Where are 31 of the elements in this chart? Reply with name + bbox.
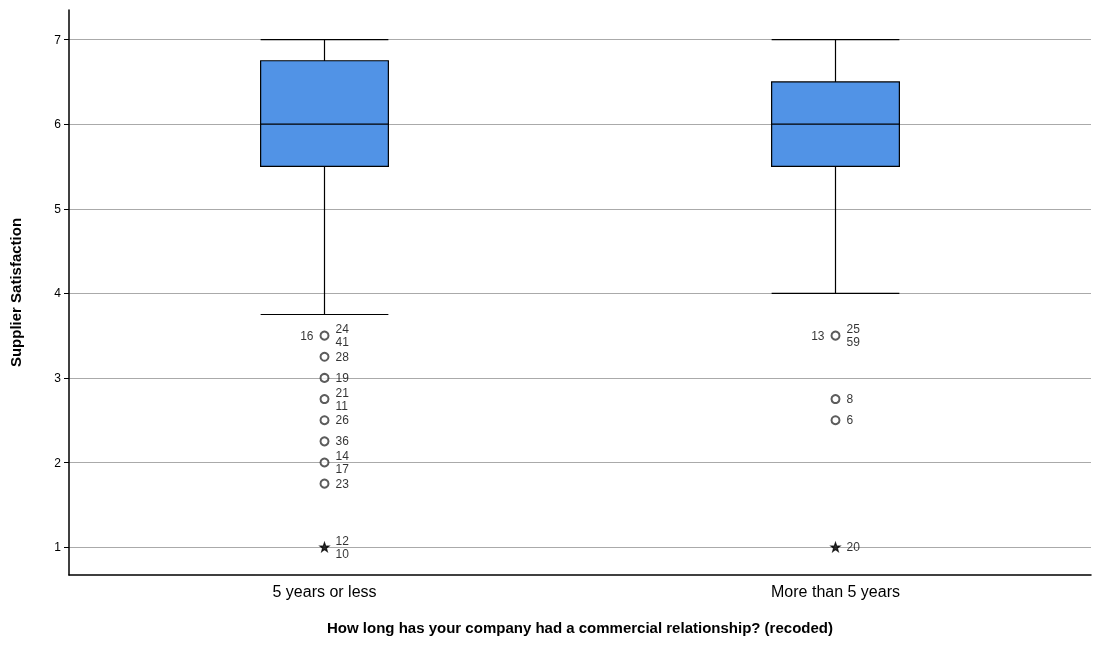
annotation: 41 — [335, 335, 350, 350]
y-tick-label: 5 — [54, 201, 62, 216]
y-axis-title: Supplier Satisfaction — [7, 217, 24, 368]
annotation: 13 — [811, 328, 825, 343]
y-tick-label: 1 — [54, 540, 62, 555]
annotation: 20 — [846, 540, 861, 555]
y-tick-label: 4 — [54, 286, 62, 301]
x-tick-label: More than 5 years — [771, 582, 900, 600]
annotation: 17 — [335, 462, 350, 477]
annotation: 24 — [335, 322, 350, 337]
x-axis-title: How long has your company had a commercial relationship? (recoded) — [327, 619, 833, 636]
x-tick-label: 5 years or less — [272, 582, 377, 600]
annotation: 59 — [846, 335, 861, 350]
y-tick-label: 2 — [54, 455, 62, 470]
annotation: 6 — [846, 413, 854, 428]
annotation: 26 — [335, 413, 350, 428]
y-tick-label: 3 — [54, 370, 62, 385]
annotation: 16 — [300, 328, 314, 343]
annotation: 21 — [335, 385, 350, 400]
annotation: 12 — [335, 533, 350, 548]
y-tick-label: 6 — [54, 117, 62, 132]
annotation: 10 — [335, 546, 350, 561]
annotation: 28 — [335, 349, 350, 364]
annotation: 36 — [335, 434, 350, 449]
annotation: 14 — [335, 449, 350, 464]
annotation: 19 — [335, 370, 350, 385]
annotation: 8 — [846, 392, 854, 407]
annotation: 11 — [335, 398, 349, 413]
annotation: 25 — [846, 322, 861, 337]
y-tick-label: 7 — [54, 32, 62, 47]
annotation: 23 — [335, 476, 350, 491]
